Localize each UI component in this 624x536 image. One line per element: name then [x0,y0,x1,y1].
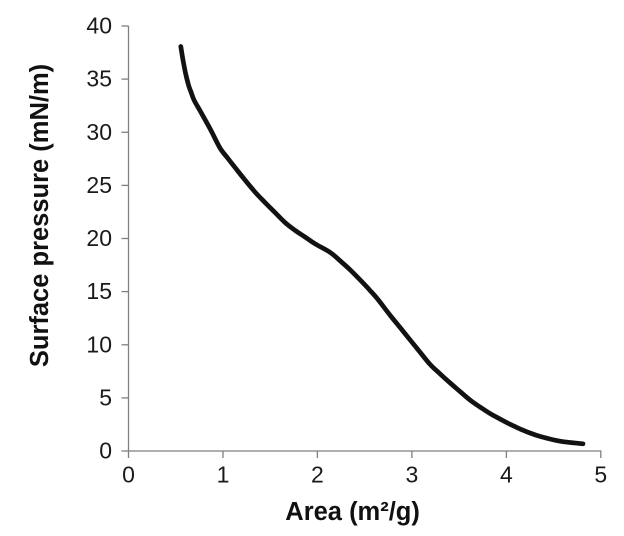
svg-text:25: 25 [86,172,112,198]
svg-text:0: 0 [99,438,112,464]
svg-text:0: 0 [122,462,135,488]
svg-text:2: 2 [311,462,324,488]
svg-text:Surface pressure (mN/m): Surface pressure (mN/m) [26,64,54,367]
svg-text:1: 1 [217,462,230,488]
svg-text:3: 3 [406,462,419,488]
svg-text:Area (m²/g): Area (m²/g) [285,498,420,526]
svg-text:20: 20 [86,225,112,251]
svg-text:10: 10 [86,331,112,357]
svg-text:40: 40 [86,13,112,39]
svg-text:5: 5 [99,384,112,410]
svg-text:35: 35 [86,66,112,92]
svg-text:15: 15 [86,278,112,304]
svg-text:30: 30 [86,119,112,145]
svg-text:5: 5 [594,462,607,488]
svg-text:4: 4 [500,462,513,488]
